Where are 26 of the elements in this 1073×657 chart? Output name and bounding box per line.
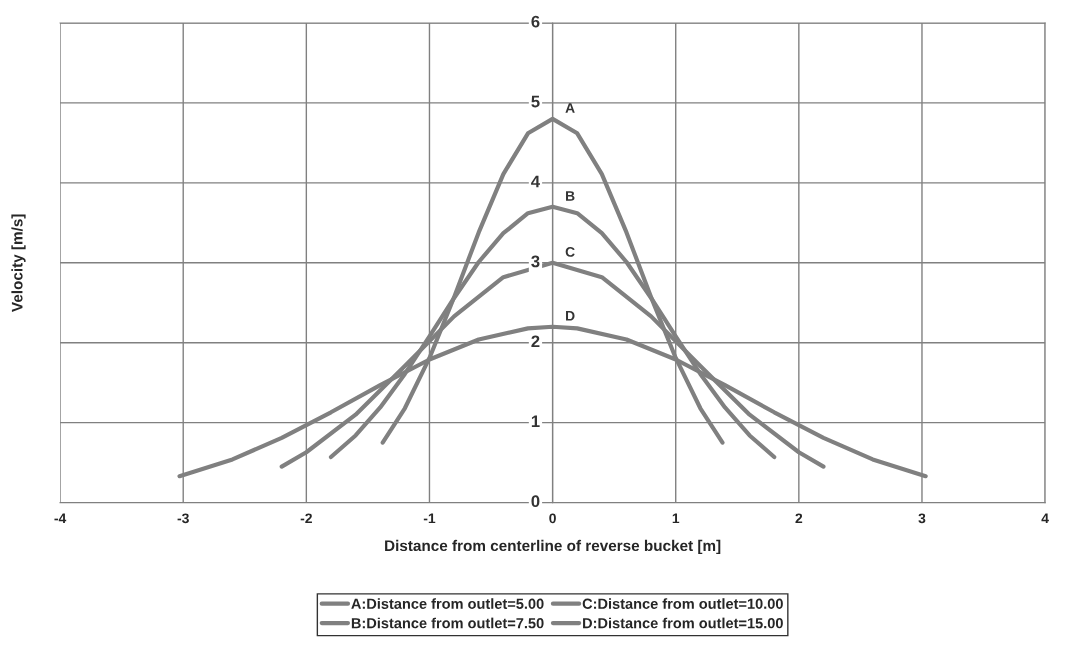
legend-label: C:Distance from outlet=10.00 xyxy=(582,598,783,609)
x-tick-label: 4 xyxy=(1041,513,1049,524)
x-tick-label: -3 xyxy=(177,513,189,524)
x-tick-label: 3 xyxy=(918,513,926,524)
annotation: C xyxy=(565,246,575,257)
legend-label: D:Distance from outlet=15.00 xyxy=(583,617,783,629)
annotation: D xyxy=(566,311,575,321)
x-tick-label: 1 xyxy=(672,513,680,524)
x-tick-label: -4 xyxy=(54,513,67,524)
x-tick-label: -2 xyxy=(300,513,312,524)
x-tick-label: 2 xyxy=(795,513,803,524)
annotation: A xyxy=(565,103,575,113)
legend-label: A:Distance from outlet=5.00 xyxy=(351,598,544,609)
y-tick-label: 3 xyxy=(531,255,540,268)
y-tick-label: 0 xyxy=(531,495,540,508)
y-tick-label: 4 xyxy=(531,175,541,188)
y-axis-title: Velocity [m/s] xyxy=(11,214,26,312)
y-tick-label: 5 xyxy=(531,95,540,108)
x-tick-label: 0 xyxy=(549,513,556,524)
x-tick-label: -1 xyxy=(423,513,436,524)
y-tick-label: 6 xyxy=(531,15,540,28)
legend-label: B:Distance from outlet=7.50 xyxy=(351,617,544,629)
y-tick-label: 2 xyxy=(531,335,540,348)
x-axis-title: Distance from centerline of reverse bucket [m] xyxy=(385,539,721,555)
y-tick-label: 1 xyxy=(531,415,540,427)
annotation: B xyxy=(566,191,575,201)
